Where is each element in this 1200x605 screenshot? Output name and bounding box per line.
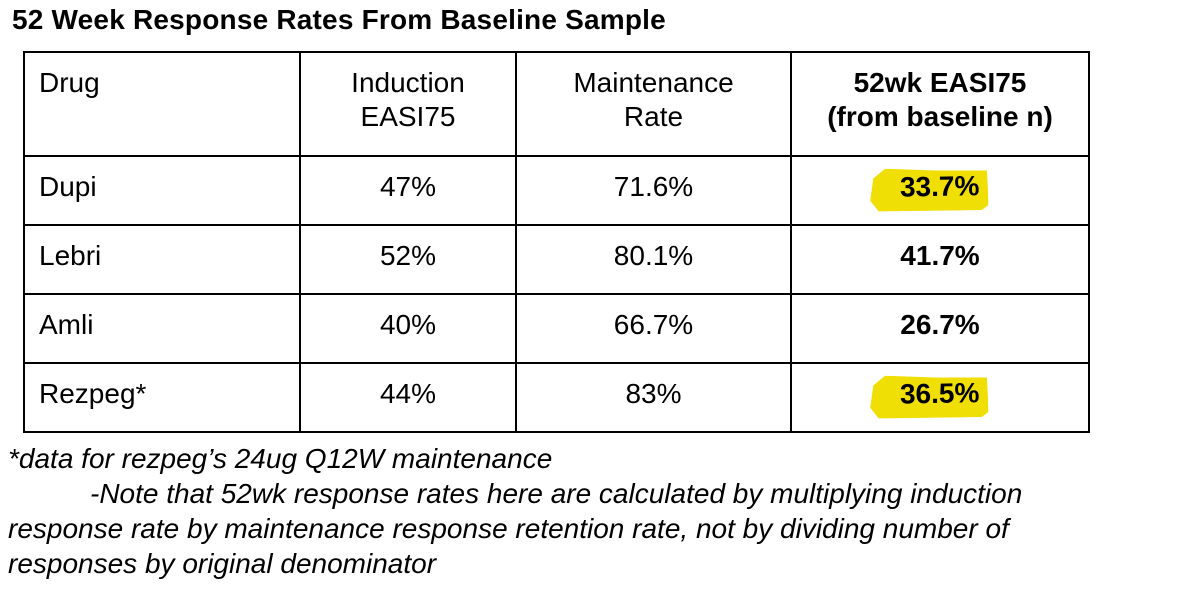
response-rates-table: Drug Induction EASI75 Maintenance Rate 5… xyxy=(23,51,1090,433)
footnote-line: -Note that 52wk response rates here are … xyxy=(90,478,1023,509)
header-induction-easi75: Induction EASI75 xyxy=(299,51,517,157)
header-drug: Drug xyxy=(23,51,301,157)
footnote-line: responses by original denominator xyxy=(8,548,437,579)
drug-name-cell: Lebri xyxy=(23,224,301,295)
header-maintenance-rate: Maintenance Rate xyxy=(515,51,792,157)
wk52-cell: 33.7% xyxy=(790,155,1090,226)
header-52wk-easi75: 52wk EASI75 (from baseline n) xyxy=(790,51,1090,157)
wk52-cell: 26.7% xyxy=(790,293,1090,364)
footnote-line: *data for rezpeg’s 24ug Q12W maintenance xyxy=(8,443,553,474)
induction-cell: 47% xyxy=(299,155,517,226)
table-header-row: Drug Induction EASI75 Maintenance Rate 5… xyxy=(23,51,1090,157)
wk52-value: 36.5% xyxy=(870,374,989,419)
maintenance-cell: 80.1% xyxy=(515,224,792,295)
drug-name-cell: Rezpeg* xyxy=(23,362,301,433)
wk52-value: 26.7% xyxy=(900,309,980,340)
page-title: 52 Week Response Rates From Baseline Sam… xyxy=(12,4,666,35)
drug-name-cell: Dupi xyxy=(23,155,301,226)
induction-cell: 40% xyxy=(299,293,517,364)
wk52-cell: 36.5% xyxy=(790,362,1090,433)
induction-cell: 52% xyxy=(299,224,517,295)
wk52-value: 41.7% xyxy=(900,240,980,271)
wk52-value: 33.7% xyxy=(870,167,989,212)
wk52-cell: 41.7% xyxy=(790,224,1090,295)
footnotes: *data for rezpeg’s 24ug Q12W maintenance… xyxy=(8,441,1198,581)
induction-cell: 44% xyxy=(299,362,517,433)
table-row: Lebri 52% 80.1% 41.7% xyxy=(23,224,1090,295)
maintenance-cell: 83% xyxy=(515,362,792,433)
maintenance-cell: 66.7% xyxy=(515,293,792,364)
table-row: Rezpeg* 44% 83% 36.5% xyxy=(23,362,1090,433)
table-row: Amli 40% 66.7% 26.7% xyxy=(23,293,1090,364)
footnote-line: response rate by maintenance response re… xyxy=(8,513,1009,544)
drug-name-cell: Amli xyxy=(23,293,301,364)
maintenance-cell: 71.6% xyxy=(515,155,792,226)
table-row: Dupi 47% 71.6% 33.7% xyxy=(23,155,1090,226)
